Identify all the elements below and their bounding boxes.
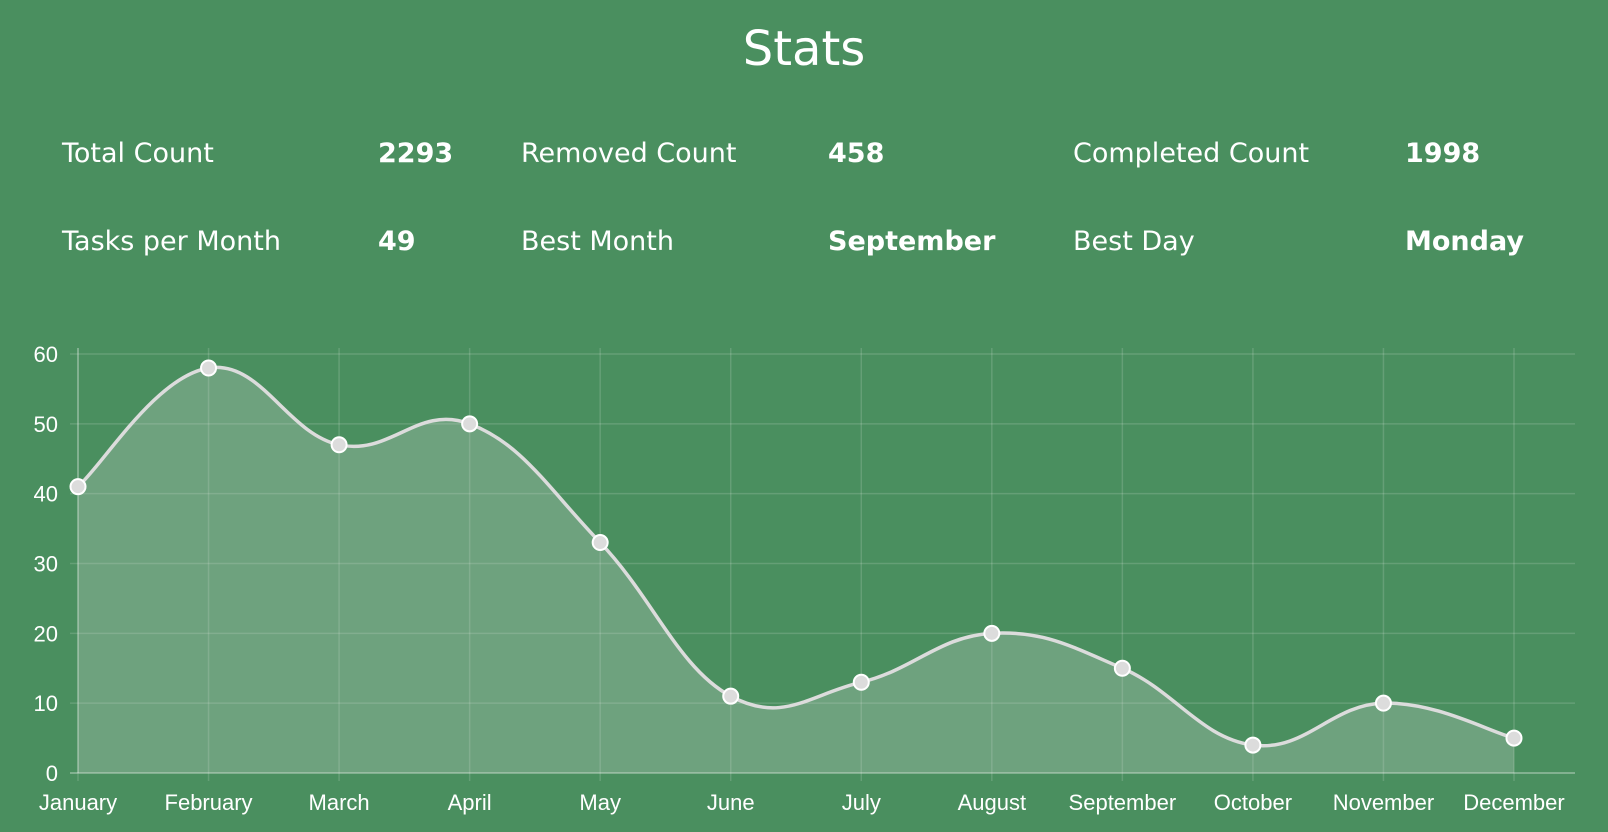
monthly-tasks-area-chart: 0 10 20 30 40 50 60 January February March April M…: [34, 342, 1575, 815]
data-point: [330, 436, 348, 454]
stat-best-month-label: Best Month: [521, 226, 674, 257]
x-tick-label: September: [1069, 790, 1177, 815]
x-tick-label: July: [842, 790, 881, 815]
stat-total-count-label: Total Count: [62, 138, 214, 169]
y-tick-label: 10: [34, 691, 58, 716]
y-tick-label: 30: [34, 552, 58, 577]
series-area-fill: [78, 367, 1514, 773]
stat-completed-count-value: 1998: [1405, 138, 1481, 169]
chart-area-layer: [76, 365, 1515, 773]
x-tick-label: April: [448, 790, 492, 815]
data-point: [1505, 729, 1523, 747]
stat-tasks-per-month-label: Tasks per Month: [62, 226, 281, 257]
x-tick-label: November: [1333, 790, 1434, 815]
stat-tasks-per-month-value: 49: [378, 226, 416, 257]
page-title: Stats: [742, 21, 866, 77]
y-tick-label: 50: [34, 412, 58, 437]
data-point: [983, 624, 1001, 642]
x-tick-label: December: [1463, 790, 1564, 815]
data-point: [1113, 659, 1131, 677]
stat-best-day-label: Best Day: [1073, 226, 1195, 257]
stat-removed-count-value: 458: [828, 138, 885, 169]
stat-completed-count-label: Completed Count: [1073, 138, 1310, 169]
data-point: [591, 534, 609, 552]
x-tick-label: August: [958, 790, 1027, 815]
x-tick-label: February: [165, 790, 253, 815]
data-point: [852, 673, 870, 691]
y-axis-tick-labels: 0 10 20 30 40 50 60: [34, 342, 58, 786]
y-tick-label: 20: [34, 621, 58, 646]
x-axis-tick-labels: January February March April May June July Augu…: [39, 790, 1565, 815]
stat-removed-count-label: Removed Count: [521, 138, 737, 169]
x-tick-label: January: [39, 790, 117, 815]
data-point: [1374, 694, 1392, 712]
x-tick-label: May: [579, 790, 621, 815]
data-point: [722, 687, 740, 705]
y-tick-label: 0: [46, 761, 58, 786]
x-tick-label: March: [309, 790, 370, 815]
y-tick-label: 40: [34, 482, 58, 507]
data-point: [461, 415, 479, 433]
data-point: [1244, 736, 1262, 754]
stat-best-month-value: September: [828, 226, 996, 257]
x-tick-label: June: [707, 790, 755, 815]
stat-total-count-value: 2293: [378, 138, 454, 169]
x-tick-label: October: [1214, 790, 1292, 815]
chart-points-layer: [69, 359, 1523, 754]
stat-best-day-value: Monday: [1405, 226, 1524, 257]
chart-grid: [70, 348, 1575, 781]
data-point: [69, 478, 87, 496]
data-point: [200, 359, 218, 377]
y-tick-label: 60: [34, 342, 58, 367]
